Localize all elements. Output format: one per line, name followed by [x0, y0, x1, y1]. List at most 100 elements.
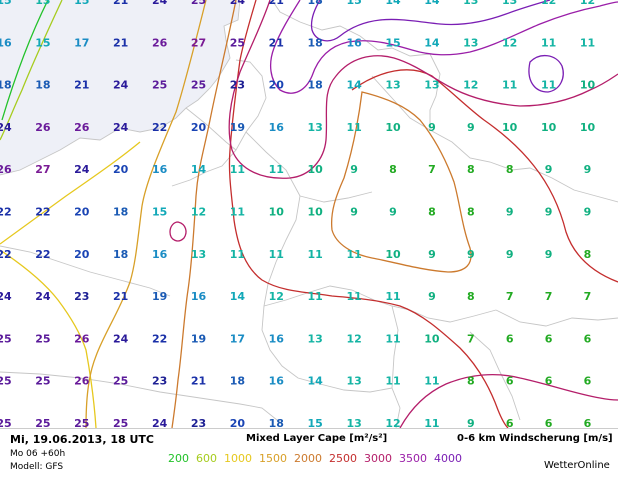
shear-value: 25 [113, 375, 128, 388]
shear-value: 7 [467, 332, 475, 345]
shear-value: 8 [428, 206, 436, 219]
border-line [429, 53, 441, 130]
shear-value: 26 [35, 121, 51, 134]
shear-value: 20 [269, 79, 285, 92]
shear-value: 18 [308, 79, 323, 92]
border-line [371, 75, 618, 203]
shear-value: 19 [191, 332, 206, 345]
shear-value: 8 [467, 290, 475, 303]
shear-value: 18 [35, 79, 50, 92]
shear-value: 16 [346, 36, 362, 49]
shear-value: 17 [74, 36, 89, 49]
shear-value: 11 [385, 375, 400, 388]
shear-value: 12 [269, 290, 284, 303]
shear-value: 20 [113, 163, 129, 176]
coastline [0, 0, 241, 176]
shear-value: 22 [35, 248, 50, 261]
shear-value: 24 [0, 290, 12, 303]
shear-value: 23 [230, 79, 245, 92]
shear-value: 10 [385, 248, 401, 261]
model-label: Modell: GFS [10, 462, 64, 472]
borders [0, 0, 618, 428]
shear-value: 24 [113, 121, 129, 134]
shear-value: 9 [428, 121, 436, 134]
shear-value: 25 [0, 332, 12, 345]
shear-values: 15 13 15 21 24 25 24 21 18 15 14 14 13 13 12 12 16 15 17 21… [0, 0, 595, 428]
brand-label: WetterOnline [544, 460, 610, 471]
shear-value: 15 [385, 36, 400, 49]
shear-value: 16 [0, 36, 12, 49]
shear-value: 12 [502, 36, 517, 49]
shear-value: 11 [346, 248, 361, 261]
sea-area [0, 0, 240, 175]
shear-value: 12 [385, 417, 400, 428]
shear-value: 13 [463, 36, 478, 49]
border-line [469, 331, 521, 421]
shear-value: 7 [584, 290, 592, 303]
shear-value: 11 [580, 36, 595, 49]
shear-value: 23 [191, 417, 206, 428]
shear-value: 14 [230, 290, 246, 303]
shear-value: 9 [467, 121, 475, 134]
shear-value: 21 [74, 79, 89, 92]
shear-value: 18 [269, 417, 284, 428]
shear-value: 25 [152, 79, 167, 92]
shear-value: 24 [152, 417, 168, 428]
shear-value: 11 [308, 290, 323, 303]
shear-value: 14 [424, 36, 440, 49]
shear-value: 12 [346, 332, 361, 345]
shear-value: 11 [346, 121, 361, 134]
shear-value: 15 [308, 417, 323, 428]
shear-value: 10 [308, 206, 324, 219]
shear-value: 23 [74, 290, 89, 303]
shear-value: 25 [0, 417, 12, 428]
shear-value: 21 [269, 0, 284, 7]
contour-600 [0, 0, 63, 141]
shear-value: 26 [74, 375, 90, 388]
shear-value: 22 [0, 248, 12, 261]
contour-200 [1, 0, 49, 121]
border-line [261, 305, 393, 393]
contour-2500 [228, 0, 509, 428]
shear-value: 10 [541, 121, 557, 134]
shear-value: 15 [346, 0, 361, 7]
shear-value: 14 [385, 0, 401, 7]
shear-value: 11 [424, 417, 439, 428]
shear-value: 15 [0, 0, 12, 7]
contour-2500 [351, 69, 618, 283]
shear-value: 12 [541, 0, 556, 7]
shear-value: 9 [545, 206, 553, 219]
shear-value: 21 [113, 290, 128, 303]
shear-value: 13 [346, 375, 361, 388]
shear-value: 13 [502, 0, 517, 7]
shear-value: 8 [389, 163, 397, 176]
shear-value: 14 [308, 375, 324, 388]
cape-level-2500: 2500 [329, 452, 357, 465]
shear-value: 20 [74, 206, 90, 219]
valid-time: Mi, 19.06.2013, 18 UTC [10, 433, 154, 446]
shear-value: 16 [152, 163, 168, 176]
shear-value: 27 [191, 36, 206, 49]
shear-value: 20 [191, 121, 207, 134]
shear-value: 18 [113, 206, 128, 219]
shear-value: 26 [74, 332, 90, 345]
shear-value: 9 [428, 290, 436, 303]
shear-value: 6 [545, 417, 553, 428]
shear-value: 15 [74, 0, 89, 7]
cape-level-200: 200 [168, 452, 189, 465]
shear-value: 25 [191, 0, 206, 7]
border-line [0, 245, 171, 297]
contour-4000 [528, 55, 564, 93]
shear-value: 11 [385, 290, 400, 303]
shear-value: 9 [545, 163, 553, 176]
shear-value: 24 [152, 0, 168, 7]
cape-level-legend: 200 600 1000 1500 2000 2500 3000 3500 4000 [168, 452, 469, 465]
border-line [0, 371, 283, 425]
contour-3500 [269, 0, 618, 94]
shear-value: 10 [385, 121, 401, 134]
shear-value: 10 [502, 121, 518, 134]
contour-3000 [169, 221, 187, 242]
cape-level-1000: 1000 [224, 452, 252, 465]
shear-value: 11 [502, 79, 517, 92]
shear-value: 11 [424, 375, 439, 388]
